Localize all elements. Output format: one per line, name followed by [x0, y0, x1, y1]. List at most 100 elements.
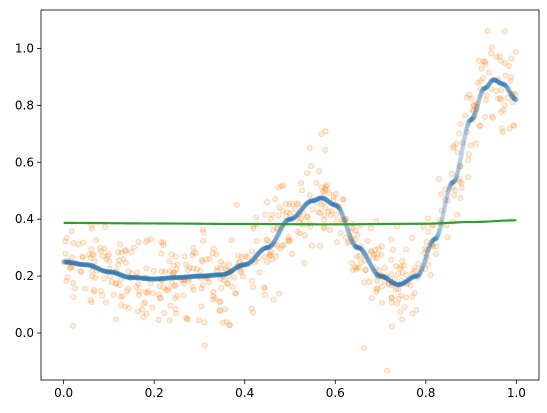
true-curve-point: [359, 247, 366, 253]
true-curve-point: [215, 272, 222, 278]
true-curve-point: [403, 278, 410, 284]
true-curve-point: [216, 272, 222, 278]
true-curve-point: [476, 95, 483, 101]
scatter-point: [361, 252, 368, 259]
true-curve-point: [396, 282, 402, 288]
true-curve-point: [156, 276, 162, 282]
true-curve-point: [349, 239, 356, 245]
true-curve-point: [492, 77, 498, 83]
true-curve-point: [472, 110, 478, 116]
true-curve-point: [80, 262, 87, 268]
scatter-point: [498, 125, 505, 132]
true-curve-point: [64, 259, 70, 265]
true-curve-point: [177, 274, 183, 281]
true-curve-point: [191, 273, 197, 279]
true-curve-point: [332, 202, 338, 208]
true-curve-point: [390, 280, 396, 286]
scatter-point: [63, 234, 70, 241]
true-curve-point: [360, 248, 366, 255]
true-curve-point: [321, 195, 328, 202]
scatter-point: [66, 259, 73, 266]
true-curve-point: [93, 264, 99, 270]
true-curve-point: [479, 88, 485, 94]
true-curve-point: [351, 242, 358, 249]
true-curve-point: [401, 280, 407, 286]
scatter-point: [425, 228, 432, 235]
true-curve-point: [410, 274, 417, 280]
true-curve-point: [387, 278, 394, 284]
true-curve-point: [217, 272, 223, 278]
scatter-point: [374, 277, 381, 284]
true-curve-point: [294, 212, 300, 219]
true-curve-point: [231, 266, 237, 272]
scatter-point: [62, 238, 69, 245]
true-curve-point: [275, 231, 281, 237]
true-curve-point: [182, 274, 188, 280]
true-curve-point: [361, 250, 367, 256]
true-curve-point: [392, 281, 398, 287]
scatter-point: [338, 216, 345, 223]
scatter-point: [240, 273, 247, 280]
true-curve-point: [379, 273, 385, 279]
scatter-point: [106, 273, 113, 280]
scatter-point: [242, 253, 249, 260]
true-curve-point: [133, 275, 139, 281]
true-curve-point: [447, 182, 453, 188]
true-curve-point: [350, 240, 356, 246]
true-curve-point: [498, 81, 504, 87]
true-curve-point: [142, 275, 148, 282]
true-curve-point: [179, 274, 186, 280]
true-curve-point: [100, 268, 106, 274]
scatter-point: [409, 270, 416, 277]
true-curve-point: [192, 273, 198, 279]
true-curve-point: [66, 259, 72, 265]
scatter-point: [317, 242, 324, 249]
true-curve-point: [334, 203, 340, 209]
true-curve-point: [493, 77, 499, 84]
true-curve-point: [84, 262, 90, 268]
scatter-point: [248, 278, 255, 285]
true-curve-point: [96, 266, 102, 272]
scatter-point: [113, 279, 120, 286]
true-curve-point: [406, 276, 413, 282]
true-curve-point: [258, 248, 264, 254]
true-curve-point: [453, 175, 459, 181]
true-curve-point: [239, 262, 245, 268]
true-curve-point: [350, 239, 356, 246]
scatter-point: [308, 163, 315, 170]
true-curve-point: [160, 275, 166, 282]
true-curve-point: [125, 274, 131, 280]
true-curve-point: [222, 271, 228, 277]
true-curve-point: [385, 276, 391, 283]
true-curve-point: [283, 218, 289, 225]
scatter-point: [356, 264, 363, 271]
true-curve-point: [231, 266, 238, 272]
true-curve-point: [257, 249, 263, 255]
true-curve-point: [86, 262, 92, 268]
true-curve-point: [309, 198, 315, 204]
scatter-point: [409, 234, 416, 241]
scatter-point: [70, 294, 77, 301]
true-curve-point: [146, 276, 152, 282]
scatter-point: [362, 266, 369, 273]
true-curve-point: [451, 179, 457, 185]
true-curve-point: [327, 200, 334, 206]
true-curve-point: [507, 90, 513, 96]
scatter-point: [438, 191, 445, 198]
true-curve-point: [270, 240, 276, 246]
scatter-point: [501, 102, 508, 109]
true-curve-point: [481, 85, 487, 92]
true-curve-point: [451, 178, 457, 185]
true-curve-point: [262, 245, 269, 251]
scatter-point: [289, 200, 296, 207]
scatter-point: [200, 237, 207, 244]
true-curve-point: [187, 274, 193, 280]
true-curve-point: [139, 275, 145, 281]
true-curve-point: [224, 271, 230, 277]
scatter-point: [170, 262, 177, 269]
true-curve-point: [346, 231, 352, 237]
true-curve-point: [210, 272, 216, 278]
true-curve-point: [435, 232, 441, 238]
true-curve-point: [170, 275, 176, 281]
true-curve-point: [271, 238, 277, 245]
